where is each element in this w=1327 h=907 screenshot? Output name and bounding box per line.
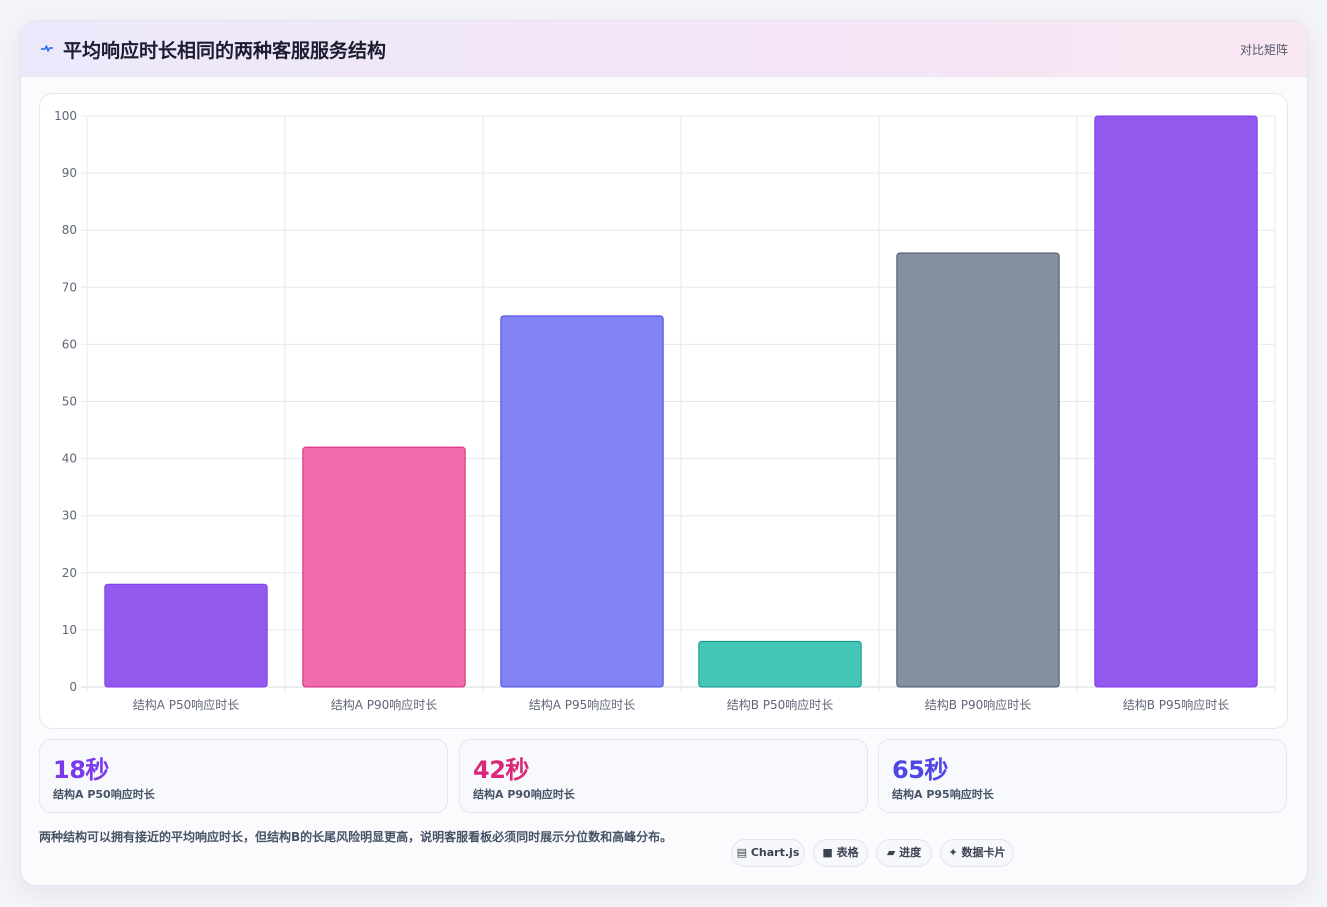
y-tick-label: 60 (62, 337, 77, 351)
tag-label: 表格 (836, 846, 859, 859)
y-tick-label: 90 (62, 166, 77, 180)
bar[interactable] (1094, 115, 1258, 688)
kpi-label: 结构A P95响应时长 (892, 788, 994, 801)
chart-icon: ▤ (736, 846, 748, 859)
x-tick-label: 结构A P50响应时长 (133, 697, 240, 712)
footer-note: 两种结构可以拥有接近的平均响应时长，但结构B的长尾风险明显更高，说明客服看板必须… (39, 830, 673, 844)
pulse-icon (41, 45, 53, 52)
bar[interactable] (104, 583, 268, 688)
x-tick-label: 结构A P95响应时长 (529, 697, 636, 712)
chart-panel: 0 10 20 30 40 50 60 70 80 90 100 结构A P50响应时长 结构A P9… (39, 93, 1288, 729)
y-tick-label: 100 (54, 109, 77, 123)
kpi-card-a-p95: 65秒 结构A P95响应时长 (878, 739, 1287, 813)
tag-chartjs[interactable]: ▤ Chart.js (731, 839, 805, 867)
y-tick-label: 50 (62, 395, 77, 409)
tag-label: 进度 (899, 846, 922, 859)
x-tick-label: 结构B P50响应时长 (727, 697, 834, 712)
x-tick-label: 结构B P90响应时长 (925, 697, 1032, 712)
y-tick-label: 20 (62, 566, 77, 580)
tag-table[interactable]: ■ 表格 (813, 839, 868, 867)
kpi-value: 42秒 (473, 756, 529, 784)
y-tick-label: 40 (62, 452, 77, 466)
tag-label: Chart.js (750, 846, 800, 859)
table-icon: ■ (822, 846, 833, 859)
tag-progress[interactable]: ▰ 进度 (876, 839, 932, 867)
y-tick-label: 0 (69, 680, 77, 694)
y-tick-label: 80 (62, 223, 77, 237)
tag-label: 数据卡片 (961, 846, 1006, 859)
y-tick-label: 10 (62, 623, 77, 637)
bar-chart: 0 10 20 30 40 50 60 70 80 90 100 结构A P50响应时长 结构A P9… (54, 109, 1276, 712)
kpi-card-a-p90: 42秒 结构A P90响应时长 (459, 739, 868, 813)
kpi-card-a-p50: 18秒 结构A P50响应时长 (39, 739, 448, 813)
tag-data-card[interactable]: ✦ 数据卡片 (940, 839, 1014, 867)
dashboard-card: 平均响应时长相同的两种客服服务结构 对比矩阵 0 10 20 30 40 50 60 70 80… (20, 20, 1308, 886)
y-tick-label: 70 (62, 280, 77, 294)
card-header: 平均响应时长相同的两种客服服务结构 对比矩阵 (21, 21, 1307, 77)
y-tick-label: 30 (62, 509, 77, 523)
page-title: 平均响应时长相同的两种客服服务结构 (63, 40, 387, 62)
kpi-label: 结构A P90响应时长 (473, 788, 575, 801)
bar[interactable] (302, 446, 466, 688)
bar[interactable] (896, 252, 1060, 688)
kpi-label: 结构A P50响应时长 (53, 788, 155, 801)
x-tick-label: 结构B P95响应时长 (1123, 697, 1230, 712)
x-tick-label: 结构A P90响应时长 (331, 697, 438, 712)
progress-icon: ▰ (886, 846, 896, 859)
bar[interactable] (698, 640, 862, 688)
bar[interactable] (500, 315, 664, 688)
kpi-value: 18秒 (53, 756, 109, 784)
mode-label[interactable]: 对比矩阵 (1239, 43, 1288, 57)
kpi-value: 65秒 (892, 756, 948, 784)
sparkle-icon: ✦ (948, 846, 958, 859)
